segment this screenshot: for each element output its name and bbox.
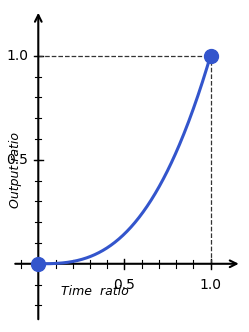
Point xyxy=(36,261,40,267)
Text: Time  ratio: Time ratio xyxy=(61,285,128,297)
Text: 1.0: 1.0 xyxy=(6,49,28,63)
Text: 1.0: 1.0 xyxy=(199,278,222,292)
Text: 0.5: 0.5 xyxy=(6,153,28,167)
Text: 0.5: 0.5 xyxy=(114,278,135,292)
Text: Output ratio: Output ratio xyxy=(9,132,22,208)
Point xyxy=(208,53,212,58)
